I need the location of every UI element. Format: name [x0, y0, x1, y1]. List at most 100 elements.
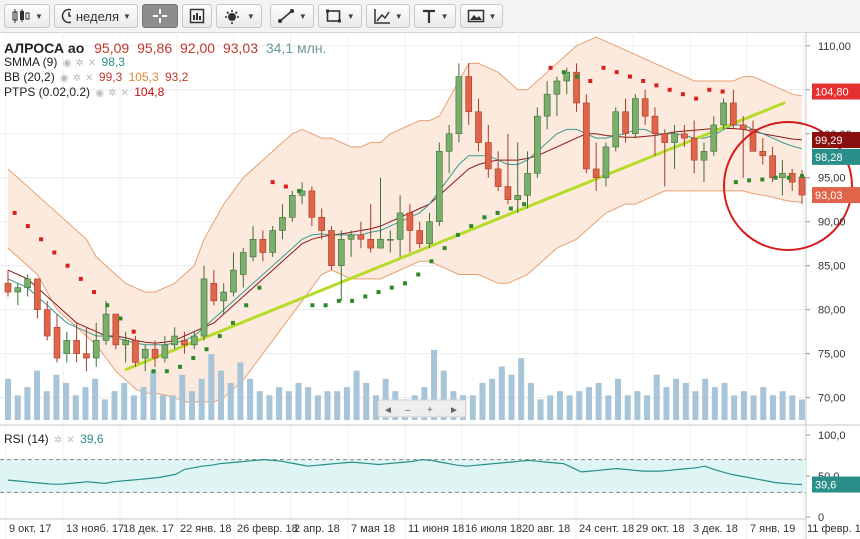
candle-body: [416, 230, 424, 244]
sar-point: [627, 74, 632, 79]
indicator-icon: [224, 10, 239, 24]
close-icon[interactable]: ✕: [85, 73, 94, 84]
sar-point: [244, 303, 249, 308]
gear-icon[interactable]: ✲: [75, 58, 84, 69]
price-tick-label: 75,00: [818, 349, 846, 361]
eye-icon[interactable]: ◉: [60, 73, 69, 84]
volume-bar: [14, 395, 21, 420]
ptps-legend[interactable]: PTPS (0.02,0.2) ◉ ✲ ✕ 104,8: [4, 85, 164, 101]
candle-body: [475, 111, 482, 143]
sar-point: [654, 83, 659, 88]
image-button[interactable]: ▼: [459, 4, 504, 28]
price-label-box: [812, 187, 860, 204]
rsi-band: [0, 459, 806, 493]
parabolic-sar: [12, 65, 804, 374]
sar-point: [131, 329, 136, 334]
scroll-left-button[interactable]: ◄: [383, 405, 393, 416]
volume-bar: [702, 378, 709, 420]
volume-bar: [673, 378, 680, 420]
price-label-box: [812, 131, 860, 148]
candle-body: [161, 344, 169, 359]
scroll-controls[interactable]: ◄ – + ►: [377, 399, 467, 418]
time-tick-label: 18 дек. 17: [123, 523, 174, 535]
volume-bar: [363, 382, 370, 420]
candle-body: [102, 313, 110, 341]
price-label-text: 98,28: [815, 152, 843, 164]
rsi-price-label-box: [812, 476, 860, 493]
candle-body: [612, 111, 620, 148]
candle-body: [220, 291, 227, 302]
fibonacci-icon: [373, 9, 390, 24]
time-tick-label: 16 июля 18: [465, 523, 522, 535]
chevron-down-icon: ▼: [488, 11, 497, 21]
draw-line-button[interactable]: ▼: [269, 4, 314, 28]
sar-point: [733, 180, 738, 185]
eye-icon[interactable]: ◉: [95, 88, 105, 99]
eye-icon[interactable]: ◉: [62, 58, 72, 69]
close-icon[interactable]: ✕: [87, 58, 97, 69]
sar-point: [297, 188, 302, 193]
price-tick-label: 90,00: [818, 217, 846, 229]
bb-legend[interactable]: BB (20,2) ◉ ✲ ✕ 99,3 105,3 93,2: [4, 70, 188, 86]
volume-bar: [624, 395, 631, 420]
fibonacci-button[interactable]: ▼: [365, 4, 410, 28]
sar-point: [588, 78, 593, 83]
smma-line: [7, 124, 803, 346]
volume-bar: [237, 362, 244, 420]
smma-label: SMMA (9): [4, 55, 58, 69]
candle-body: [377, 238, 384, 249]
volume-bar: [489, 378, 496, 420]
zoom-in-button[interactable]: +: [427, 405, 433, 416]
chart-type-button[interactable]: ▼: [4, 4, 50, 28]
volume-bar: [295, 382, 302, 420]
period-selector[interactable]: неделя ▼: [53, 4, 138, 28]
chart-window-button[interactable]: [181, 4, 212, 28]
candle-body: [700, 151, 708, 161]
candle-body: [367, 238, 374, 249]
bb-mid-line: [7, 128, 803, 344]
candle-body: [328, 230, 335, 266]
rsi-legend[interactable]: RSI (14) ✲ ✕ 39,6: [4, 432, 104, 448]
indicator-button[interactable]: ▼: [215, 4, 262, 28]
volume-bar: [43, 391, 50, 420]
crosshair-button[interactable]: [141, 4, 178, 28]
sar-point: [482, 215, 487, 220]
gear-icon[interactable]: ✲: [72, 73, 82, 84]
volume-bar: [53, 374, 60, 420]
volume-bar: [111, 391, 118, 420]
price-label-box: [812, 83, 860, 100]
gear-icon[interactable]: ✲: [54, 435, 63, 446]
candle-body: [318, 217, 325, 231]
volume-bar: [518, 358, 525, 420]
smma-legend[interactable]: SMMA (9) ◉ ✲ ✕ 98,3: [4, 55, 125, 71]
candle-body: [122, 340, 129, 346]
scroll-right-button[interactable]: ►: [449, 405, 459, 416]
candle-body: [573, 71, 580, 104]
scroll-bar: [377, 399, 467, 418]
sar-point: [105, 303, 110, 308]
sar-point: [376, 290, 381, 295]
crosshair-icon: [152, 9, 167, 23]
volume-bar: [334, 391, 341, 420]
candle-body: [406, 212, 414, 231]
volume-bar: [431, 350, 438, 420]
text-tool-button[interactable]: ▼: [413, 4, 456, 28]
gear-icon[interactable]: ✲: [108, 88, 117, 99]
candle-body: [465, 76, 473, 113]
sar-point: [786, 175, 791, 180]
volume-bar: [769, 395, 776, 420]
zoom-out-button[interactable]: –: [405, 405, 411, 416]
close-icon[interactable]: ✕: [66, 435, 75, 446]
candle-body: [504, 186, 512, 201]
rectangle-button[interactable]: ▼: [317, 4, 362, 28]
sar-point: [747, 178, 752, 183]
candle-body: [288, 195, 296, 218]
candle-body: [34, 278, 41, 310]
close-icon[interactable]: ✕: [120, 88, 129, 99]
candle-body: [651, 115, 659, 135]
sar-point: [92, 290, 97, 295]
chevron-down-icon: ▼: [346, 11, 355, 21]
time-tick-label: 24 сент. 18: [579, 523, 634, 535]
annotation-circle[interactable]: [723, 121, 853, 251]
